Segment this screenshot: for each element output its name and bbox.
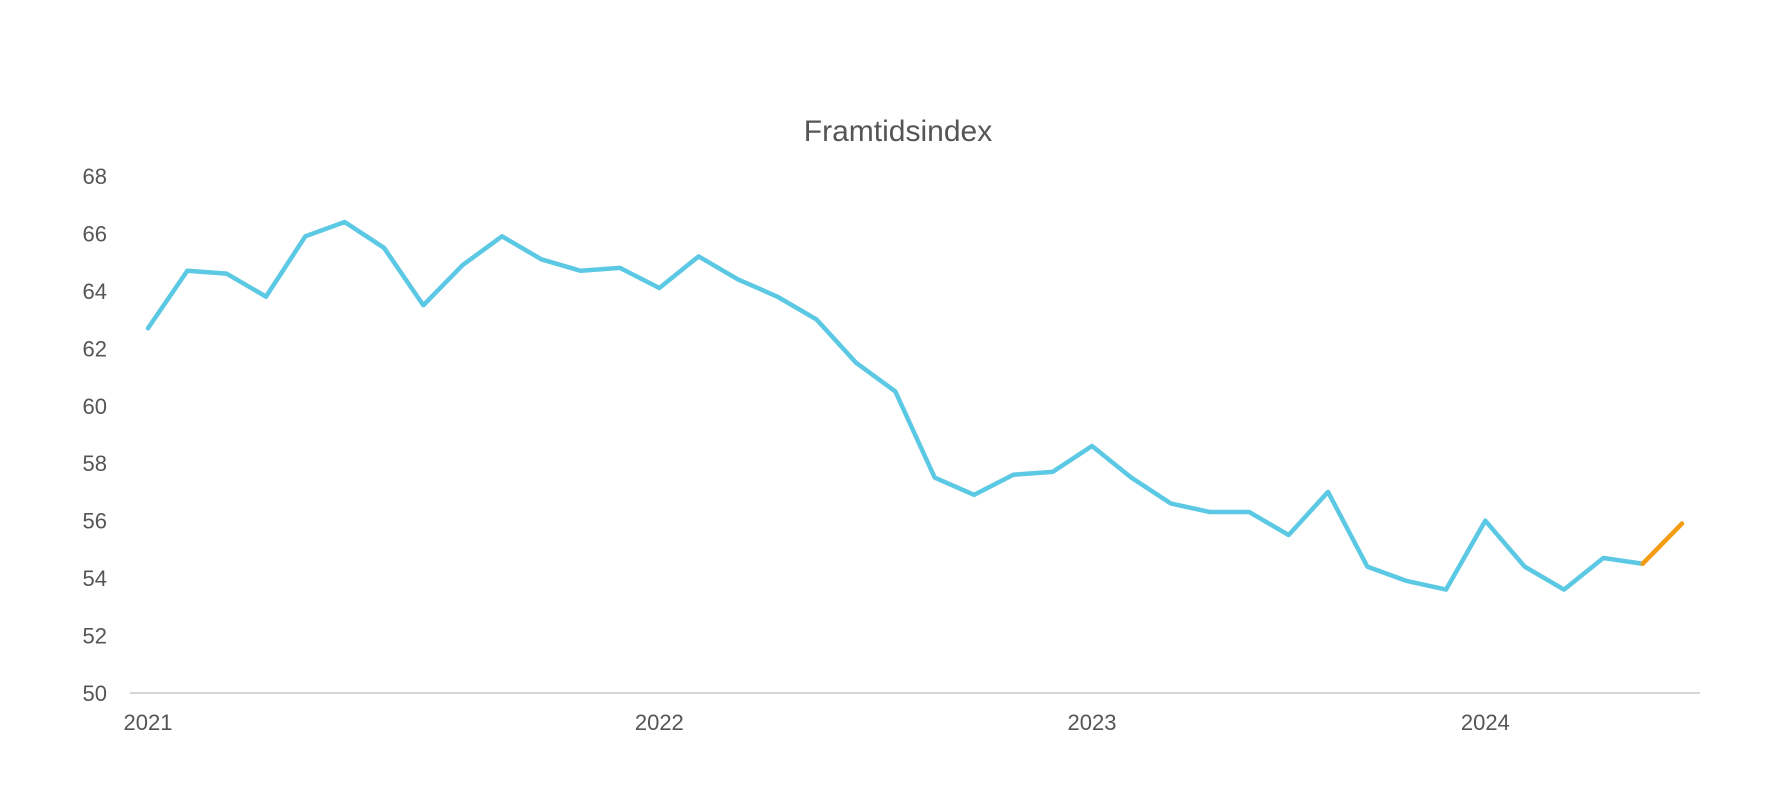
series-line-main [145,219,1645,592]
series-line-latest [1640,521,1685,566]
x-tick-label: 2024 [1461,710,1510,735]
y-tick-label: 68 [83,164,107,189]
series-layer [145,219,1685,592]
y-tick-label: 62 [83,336,107,361]
y-tick-label: 66 [83,221,107,246]
y-tick-label: 56 [83,509,107,534]
x-tick-label: 2021 [124,710,173,735]
x-axis-tick-labels: 2021 2022 2023 2024 [124,710,1510,735]
y-tick-label: 54 [83,566,107,591]
y-tick-label: 52 [83,624,107,649]
y-tick-label: 60 [83,394,107,419]
y-tick-label: 64 [83,279,107,304]
chart-title: Framtidsindex [804,115,992,148]
x-tick-label: 2022 [635,710,684,735]
y-tick-label: 58 [83,451,107,476]
y-axis-tick-labels: 50 52 54 56 58 60 62 64 66 68 [83,164,107,706]
x-tick-label: 2023 [1068,710,1117,735]
y-tick-label: 50 [83,681,107,706]
